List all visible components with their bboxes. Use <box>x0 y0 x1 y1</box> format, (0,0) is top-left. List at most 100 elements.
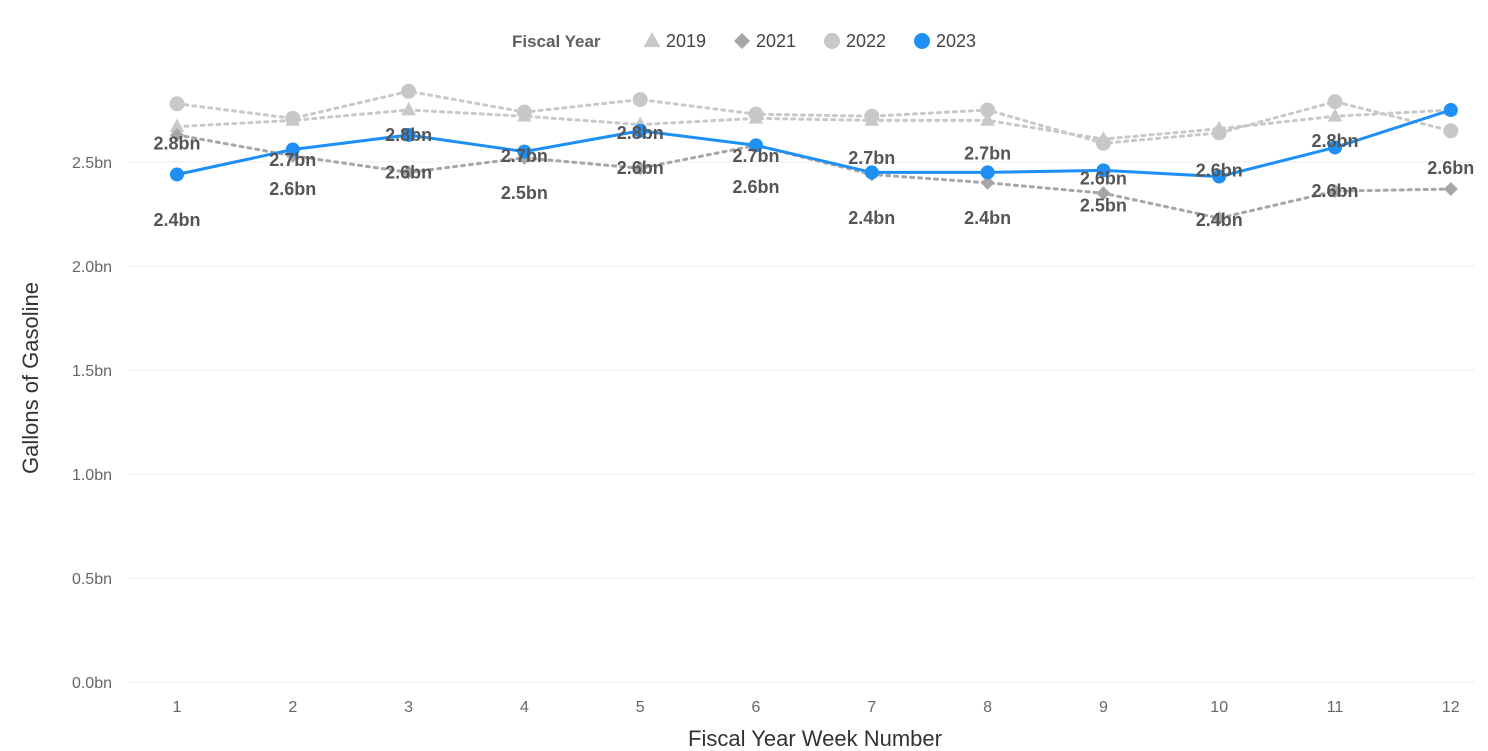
data-label: 2.6bn <box>269 179 316 199</box>
x-tick-label: 3 <box>404 699 413 716</box>
data-point <box>1328 184 1342 199</box>
data-point <box>169 118 185 132</box>
legend-label: 2021 <box>756 31 796 51</box>
series-line <box>176 108 1452 179</box>
data-label: 2.5bn <box>501 183 548 203</box>
y-axis-ticks: 0.0bn 0.5bn 1.0bn 1.5bn 2.0bn 2.5bn <box>72 155 112 692</box>
data-label: 2.7bn <box>269 150 316 170</box>
x-tick-label: 4 <box>520 699 529 716</box>
x-tick-label: 8 <box>983 699 992 716</box>
y-tick-label: 2.5bn <box>72 155 112 172</box>
data-point <box>1443 103 1458 117</box>
x-tick-label: 2 <box>288 699 297 716</box>
data-point <box>749 138 763 153</box>
series-2019 <box>169 102 1459 145</box>
data-label: 2.7bn <box>964 144 1011 164</box>
data-label: 2.6bn <box>1080 169 1127 189</box>
data-label: 2.6bn <box>1196 160 1243 180</box>
legend-label: 2019 <box>666 31 706 51</box>
legend-item-2022[interactable]: 2022 <box>824 31 886 51</box>
data-point <box>1443 182 1458 197</box>
data-point <box>169 96 185 112</box>
data-point <box>1212 211 1227 226</box>
data-label: 2.8bn <box>385 125 432 145</box>
series-group <box>169 83 1459 226</box>
data-label: 2.8bn <box>1311 131 1358 151</box>
data-point <box>980 102 996 118</box>
data-point <box>864 108 880 124</box>
series-2022 <box>169 83 1459 151</box>
y-tick-label: 0.0bn <box>72 675 112 692</box>
data-point <box>170 127 184 142</box>
legend-marker <box>734 33 750 49</box>
data-label: 2.6bn <box>385 162 432 182</box>
data-point <box>401 83 417 99</box>
legend-marker <box>914 33 930 49</box>
data-label: 2.8bn <box>617 123 664 143</box>
data-point <box>1212 169 1227 184</box>
data-point <box>1096 163 1111 178</box>
legend-label: 2022 <box>846 31 886 51</box>
x-tick-label: 10 <box>1210 699 1228 716</box>
legend: Fiscal Year 2019 2021 2022 2023 <box>512 31 976 51</box>
gridlines <box>130 161 1475 683</box>
data-label: 2.8bn <box>153 133 200 153</box>
data-label: 2.4bn <box>153 210 200 230</box>
data-point <box>285 110 301 126</box>
x-tick-label: 11 <box>1327 699 1344 716</box>
x-axis-ticks: 1 2 3 4 5 6 7 8 9 10 11 12 <box>173 699 1460 716</box>
x-tick-label: 12 <box>1442 699 1460 716</box>
y-tick-label: 1.0bn <box>72 467 112 484</box>
data-label: 2.6bn <box>1427 158 1474 178</box>
x-tick-label: 7 <box>867 699 876 716</box>
x-tick-label: 1 <box>173 699 182 716</box>
y-tick-label: 0.5bn <box>72 571 112 588</box>
data-point <box>517 144 532 159</box>
data-point <box>1095 135 1111 151</box>
data-label: 2.4bn <box>964 208 1011 228</box>
legend-item-2023[interactable]: 2023 <box>914 31 976 51</box>
data-label: 2.5bn <box>1080 196 1127 216</box>
series-line <box>175 89 1453 145</box>
legend-item-2019[interactable]: 2019 <box>643 31 706 51</box>
data-label: 2.6bn <box>732 177 779 197</box>
data-point <box>1327 108 1343 122</box>
series-line <box>175 133 1453 220</box>
data-label: 2.7bn <box>732 146 779 166</box>
legend-item-2021[interactable]: 2021 <box>734 31 796 51</box>
data-label: 2.7bn <box>848 148 895 168</box>
data-label: 2.7bn <box>501 146 548 166</box>
data-point <box>1327 94 1343 110</box>
data-point <box>633 123 648 138</box>
data-point <box>632 92 648 108</box>
legend-marker <box>824 33 840 49</box>
data-label: 2.4bn <box>848 208 895 228</box>
data-point <box>748 106 764 122</box>
data-point <box>170 167 184 182</box>
y-tick-label: 1.5bn <box>72 363 112 380</box>
legend-marker <box>643 31 661 48</box>
data-point <box>285 142 300 157</box>
data-point <box>1443 123 1459 139</box>
data-point <box>401 102 416 116</box>
data-point <box>980 165 995 180</box>
legend-title: Fiscal Year <box>512 32 601 51</box>
data-label: 2.4bn <box>1196 210 1243 230</box>
data-point <box>1211 125 1227 141</box>
data-point <box>1328 140 1342 155</box>
data-point <box>1096 186 1111 201</box>
y-tick-label: 2.0bn <box>72 259 112 276</box>
data-point <box>516 104 532 120</box>
data-point <box>980 175 995 190</box>
data-point <box>980 112 995 126</box>
data-point <box>401 165 416 180</box>
x-tick-label: 9 <box>1099 699 1108 716</box>
x-tick-label: 5 <box>636 699 645 716</box>
x-tick-label: 6 <box>752 699 761 716</box>
data-point <box>864 165 879 180</box>
data-point <box>401 127 416 142</box>
data-label: 2.6bn <box>617 158 664 178</box>
series-2023 <box>170 103 1458 184</box>
series-line <box>175 108 1453 141</box>
